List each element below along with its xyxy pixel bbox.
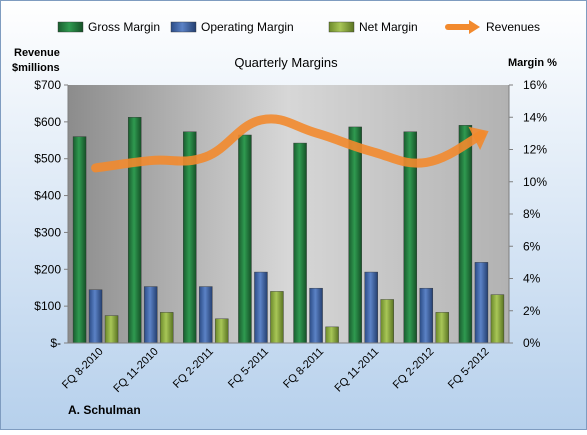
left-tick-label-0: $- <box>50 336 61 350</box>
right-tick-label-7: 14% <box>523 110 547 124</box>
legend: Gross Margin Operating Margin Net Margin Re… <box>57 20 540 34</box>
bar-net-margin-8 <box>490 294 505 344</box>
left-tick-label-2: $200 <box>34 262 61 276</box>
bars-layer <box>72 117 505 344</box>
legend-swatch-arrow-revenues <box>469 20 480 34</box>
left-tick-label-3: $300 <box>34 225 61 239</box>
right-tick-label-5: 10% <box>523 175 547 189</box>
bar-operating-margin-1 <box>88 289 103 344</box>
left-axis-title-line2: $millions <box>12 62 60 74</box>
bar-net-margin-6 <box>380 299 394 344</box>
right-tick-label-6: 12% <box>523 143 547 157</box>
right-tick-label-4: 8% <box>523 207 541 221</box>
right-tick-label-0: 0% <box>523 336 541 350</box>
bar-operating-margin-6 <box>364 271 378 344</box>
bar-operating-margin-5 <box>309 287 323 344</box>
revenue-line-arrowhead <box>468 126 489 150</box>
left-tick-label-6: $600 <box>34 115 61 129</box>
left-axis-title-line1: Revenue <box>14 47 60 59</box>
bar-gross-margin-6 <box>348 126 362 344</box>
bar-gross-margin-8 <box>458 125 473 344</box>
bar-operating-margin-3 <box>199 286 213 344</box>
legend-label-net-margin: Net Margin <box>359 20 418 34</box>
bar-net-margin-5 <box>325 326 339 344</box>
left-axis-ticks: $- $100 $200 $300 $400 $500 $600 $700 <box>34 78 68 350</box>
bar-net-margin-2 <box>159 312 174 344</box>
right-tick-label-8: 16% <box>523 78 547 92</box>
bar-gross-margin-5 <box>293 142 307 344</box>
author-credit: A. Schulman <box>68 403 141 417</box>
left-tick-label-5: $500 <box>34 152 61 166</box>
bar-net-margin-7 <box>435 312 450 344</box>
legend-swatch-operating-margin <box>170 21 197 33</box>
plot-area <box>68 85 509 343</box>
right-axis-ticks: 0% 2% 4% 6% 8% 10% 12% 14% 16% <box>509 78 547 350</box>
right-tick-label-2: 4% <box>523 272 541 286</box>
left-tick-label-1: $100 <box>34 299 61 313</box>
bar-operating-margin-2 <box>143 286 158 344</box>
bar-operating-margin-4 <box>254 271 268 344</box>
right-tick-label-1: 2% <box>523 304 541 318</box>
bar-gross-margin-1 <box>72 136 87 344</box>
left-tick-label-4: $400 <box>34 189 61 203</box>
bar-net-margin-3 <box>215 318 229 344</box>
revenue-line-layer <box>91 114 489 173</box>
legend-label-gross-margin: Gross Margin <box>88 20 160 34</box>
legend-label-operating-margin: Operating Margin <box>201 20 294 34</box>
legend-label-revenues: Revenues <box>486 20 540 34</box>
legend-swatch-gross-margin <box>57 21 84 33</box>
bar-operating-margin-8 <box>474 262 489 344</box>
bar-gross-margin-4 <box>238 134 252 344</box>
left-tick-label-7: $700 <box>34 78 61 92</box>
chart-title: Quarterly Margins <box>234 55 338 70</box>
bar-net-margin-4 <box>270 291 284 344</box>
bar-gross-margin-2 <box>127 117 142 344</box>
revenue-line <box>91 114 486 173</box>
right-tick-label-3: 6% <box>523 239 541 253</box>
bar-net-margin-1 <box>104 315 119 344</box>
bar-operating-margin-7 <box>419 287 434 344</box>
right-axis-title: Margin % <box>508 57 557 69</box>
legend-swatch-net-margin <box>328 21 355 33</box>
